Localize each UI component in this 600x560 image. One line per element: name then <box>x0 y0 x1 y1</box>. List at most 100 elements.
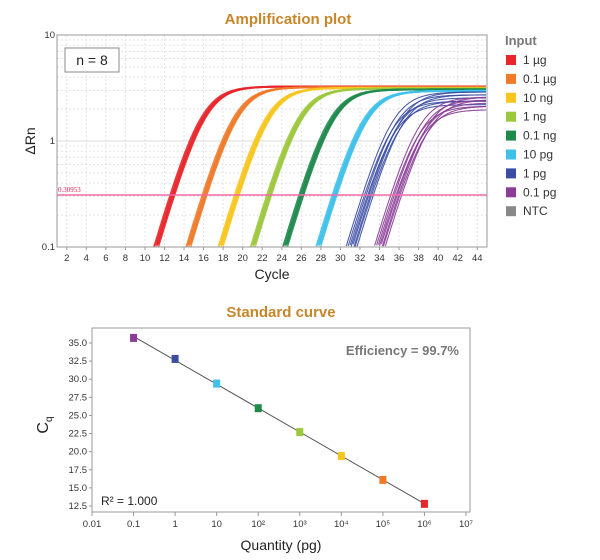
x-tick-label: 28 <box>316 253 327 264</box>
y-tick-label: 0.1 <box>42 242 55 253</box>
x-tick-label: 10 <box>140 253 151 264</box>
amplification-curve <box>382 106 487 247</box>
amplification-curve <box>381 97 486 247</box>
legend-label: 1 pg <box>523 166 546 180</box>
n-annotation-box <box>64 47 120 73</box>
legend-label: 10 pg <box>523 148 553 162</box>
r2-label: R² = 1.000 <box>101 494 158 508</box>
legend-label: 10 ng <box>523 91 553 105</box>
x-tick-label: 36 <box>394 253 405 264</box>
amplification-curve <box>353 91 486 247</box>
amplification-curve <box>320 90 486 247</box>
y-tick-label: 32.5 <box>69 356 88 367</box>
x-tick-label: 10 <box>211 519 222 530</box>
amplification-title: Amplification plot <box>225 11 352 28</box>
x-tick-label: 10⁶ <box>417 519 432 530</box>
data-point <box>213 379 221 388</box>
legend-swatch <box>506 130 516 141</box>
x-tick-label: 2 <box>64 253 69 264</box>
ylabel-main: C <box>35 422 52 434</box>
threshold-label: 0.30953 <box>58 186 81 194</box>
legend-label: 0.1 pg <box>523 185 556 199</box>
legend-swatch <box>506 92 516 103</box>
legend-swatch <box>506 168 516 179</box>
svg-text:Cq: Cq <box>35 416 55 433</box>
legend-title: Input <box>505 33 537 48</box>
x-tick-label: 0.01 <box>83 519 102 530</box>
y-tick-label: 1 <box>50 136 55 147</box>
ylabel-subscript: q <box>44 416 55 422</box>
legend-swatch <box>506 73 516 84</box>
amplification-curve <box>377 99 487 245</box>
x-tick-label: 10⁷ <box>459 519 474 530</box>
standard-curve-xlabel: Quantity (pg) <box>241 537 322 553</box>
amplification-curve <box>374 96 486 246</box>
x-tick-label: 10² <box>251 519 265 530</box>
efficiency-label: Efficiency = 99.7% <box>346 343 460 358</box>
x-tick-label: 14 <box>179 253 190 264</box>
x-tick-label: 6 <box>103 253 108 264</box>
y-tick-label: 17.5 <box>69 465 88 476</box>
data-point <box>296 428 304 437</box>
data-point <box>171 354 179 363</box>
legend: Input 1 µg 0.1 µg 10 ng 1 ng 0.1 ng 10 pg 1 pg… <box>505 33 557 218</box>
amplification-ylabel: ΔRn <box>22 127 38 154</box>
standard-curve-ylabel: Cq <box>35 416 55 433</box>
y-tick-label: 30.0 <box>69 374 88 385</box>
data-point <box>420 499 428 508</box>
amplification-curve <box>287 88 486 247</box>
data-point <box>130 333 138 342</box>
y-tick-label: 20.0 <box>69 447 88 458</box>
x-tick-label: 4 <box>84 253 89 264</box>
x-tick-label: 1 <box>172 519 177 530</box>
x-tick-label: 26 <box>296 253 307 264</box>
x-tick-label: 44 <box>472 253 483 264</box>
x-tick-label: 18 <box>218 253 229 264</box>
n-annotation: n = 8 <box>76 52 108 68</box>
x-tick-label: 10³ <box>293 519 307 530</box>
legend-label: NTC <box>523 204 548 218</box>
y-tick-label: 22.5 <box>69 429 88 440</box>
x-tick-label: 0.1 <box>127 519 140 530</box>
data-point <box>254 404 262 413</box>
y-tick-label: 35.0 <box>69 338 88 349</box>
plot-frame <box>56 34 488 248</box>
legend-swatch <box>506 206 516 217</box>
x-tick-label: 30 <box>335 253 346 264</box>
x-tick-label: 16 <box>198 253 209 264</box>
y-tick-label: 27.5 <box>69 392 88 403</box>
y-tick-label: 25.0 <box>69 410 88 421</box>
x-tick-label: 40 <box>433 253 444 264</box>
legend-label: 1 ng <box>523 110 546 124</box>
legend-swatch <box>506 111 516 122</box>
legend-label: 1 µg <box>523 53 547 67</box>
data-point <box>337 452 345 461</box>
x-tick-label: 38 <box>413 253 424 264</box>
fit-line <box>133 335 425 505</box>
x-tick-label: 12 <box>159 253 170 264</box>
data-point <box>379 475 387 484</box>
x-tick-label: 10⁵ <box>376 519 391 530</box>
legend-label: 0.1 µg <box>523 72 557 86</box>
amplification-xlabel: Cycle <box>254 266 289 282</box>
x-tick-label: 10⁴ <box>334 519 349 530</box>
legend-swatch <box>506 149 516 160</box>
legend-swatch <box>506 187 516 198</box>
plot-frame <box>91 327 471 513</box>
x-tick-label: 42 <box>452 253 463 264</box>
x-tick-label: 32 <box>355 253 366 264</box>
x-tick-label: 22 <box>257 253 268 264</box>
legend-swatch <box>506 55 516 65</box>
y-tick-label: 10 <box>44 30 55 41</box>
x-tick-label: 24 <box>276 253 287 264</box>
standard-curve-title: Standard curve <box>226 304 335 321</box>
standard-curve-plot: 0.01 0.1 1 10 10² 10³ 10⁴ 10⁵ 10⁶ 10⁷ 12.5 15.0 17.5… <box>69 327 474 530</box>
legend-label: 0.1 ng <box>523 129 556 143</box>
amplification-curve <box>380 102 487 245</box>
y-tick-label: 15.0 <box>69 483 88 494</box>
x-tick-label: 20 <box>237 253 248 264</box>
x-tick-label: 34 <box>374 253 385 264</box>
amplification-curve <box>384 99 486 247</box>
